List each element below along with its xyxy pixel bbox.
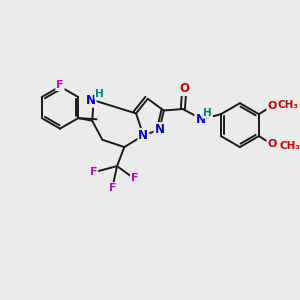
Text: F: F	[56, 80, 64, 90]
Text: O: O	[267, 139, 277, 149]
Text: O: O	[179, 82, 189, 95]
Text: F: F	[90, 167, 98, 177]
Text: CH₃: CH₃	[278, 100, 299, 110]
Text: N: N	[138, 129, 148, 142]
Text: H: H	[95, 89, 104, 99]
Text: N: N	[195, 113, 206, 126]
Text: N: N	[154, 123, 164, 136]
Text: F: F	[131, 173, 138, 183]
Text: F: F	[109, 183, 116, 193]
Text: N: N	[86, 94, 96, 107]
Text: H: H	[203, 108, 212, 118]
Text: CH₃: CH₃	[279, 141, 300, 151]
Text: O: O	[267, 101, 277, 111]
